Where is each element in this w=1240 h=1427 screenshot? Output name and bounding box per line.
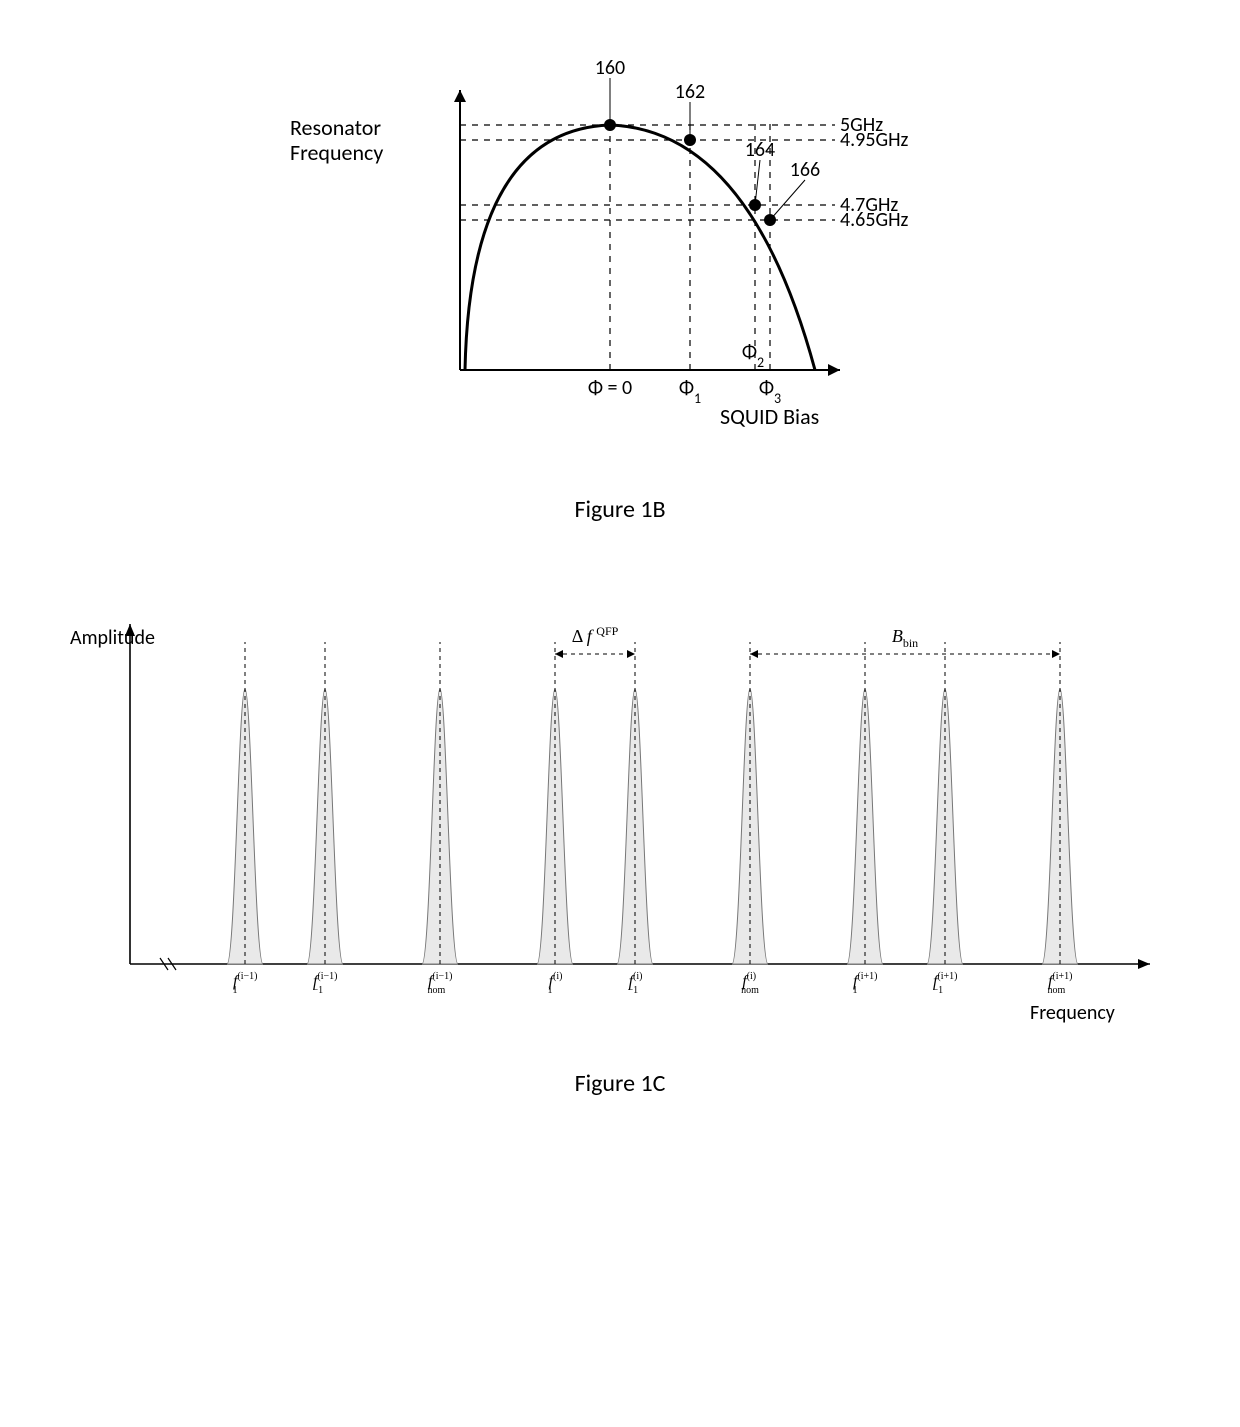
y-axis-label: Resonator [290, 114, 381, 141]
point-label: 164 [745, 138, 775, 162]
x-axis-label: SQUID Bias [720, 403, 819, 430]
operating-point [764, 214, 776, 226]
peak-label: f(i−1)nom [428, 971, 453, 996]
y-axis-label: Frequency [290, 139, 383, 166]
operating-point [604, 119, 616, 131]
peak-label: f(i+1)1 [853, 971, 878, 996]
figure-1b-caption: Figure 1B [30, 495, 1210, 524]
span-label: Bbin [892, 626, 918, 650]
point-label: 160 [595, 56, 625, 80]
peak-label: f(i)1 [548, 971, 563, 996]
x-tick-label: Φ = 0 [588, 376, 632, 400]
x-tick-label: Φ3 [759, 376, 781, 407]
peak-label: f(i+1)−1 [933, 971, 958, 996]
peak-label: f(i−1)1 [233, 971, 258, 996]
x-tick-label: Φ2 [742, 340, 764, 371]
freq-label: 4.65GHz [840, 208, 909, 232]
x-tick-label: Φ1 [679, 376, 701, 407]
operating-point [749, 199, 761, 211]
figure-1c-container: Amplitude Frequency f(i−1)1 f(i−1)−1 f(i−1)n… [30, 584, 1210, 1098]
point-label: 162 [675, 80, 705, 104]
figure-1b-container: 5GHz4.95GHz4.7GHz4.65GHzΦ = 0Φ1Φ2Φ316016… [30, 30, 1210, 524]
peak-label: f(i)−1 [628, 971, 643, 996]
figure-1c-svg: Amplitude Frequency f(i−1)1 f(i−1)−1 f(i−1)n… [50, 584, 1190, 1044]
peak-label: f(i+1)nom [1048, 971, 1073, 996]
operating-point [684, 134, 696, 146]
point-label: 166 [790, 158, 820, 182]
figure-1c-caption: Figure 1C [30, 1069, 1210, 1098]
peak-label: f(i−1)−1 [313, 971, 338, 996]
peak-label: f(i)nom [741, 971, 759, 996]
figure-1b-svg: 5GHz4.95GHz4.7GHz4.65GHzΦ = 0Φ1Φ2Φ316016… [260, 30, 980, 470]
span-label: Δ f QFP [572, 624, 619, 646]
y-axis-label: Amplitude [70, 626, 155, 650]
x-axis-label: Frequency [1030, 1001, 1115, 1025]
freq-label: 4.95GHz [840, 128, 909, 152]
